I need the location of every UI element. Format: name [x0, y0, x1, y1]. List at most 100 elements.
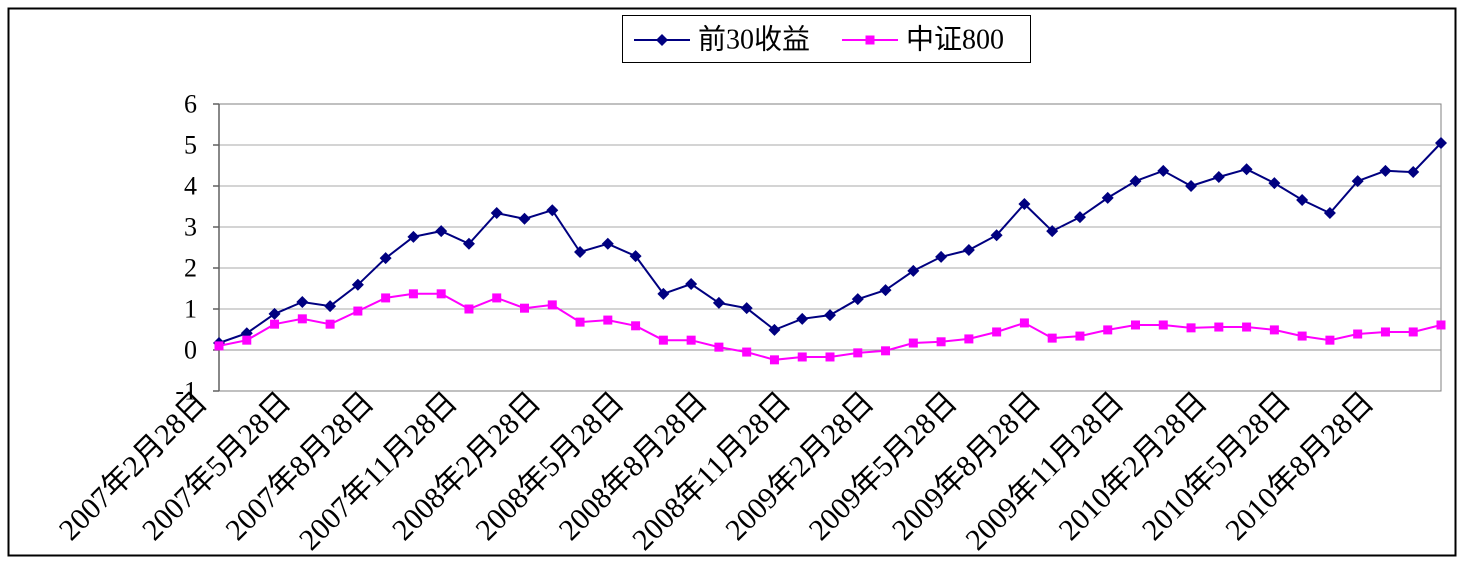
data-point-square: [1325, 335, 1335, 345]
data-point-diamond: [1129, 175, 1142, 188]
data-point-square: [1158, 320, 1168, 330]
legend-label-series-1: 前30收益: [698, 24, 810, 56]
y-tick-label: 2: [184, 254, 197, 283]
data-point-square: [1353, 329, 1363, 339]
series-2: [214, 289, 1446, 365]
data-point-square: [908, 338, 918, 348]
data-point-diamond: [462, 237, 475, 250]
data-point-square: [575, 317, 585, 327]
data-point-diamond: [1073, 211, 1086, 224]
plot-area: [218, 103, 1442, 392]
data-point-diamond: [685, 277, 698, 290]
legend-marker-square: [865, 35, 875, 45]
data-point-diamond: [1379, 164, 1392, 177]
data-point-diamond: [824, 309, 836, 322]
data-point-diamond: [601, 237, 614, 250]
data-point-diamond: [1240, 163, 1253, 176]
data-point-square: [214, 341, 224, 351]
data-point-diamond: [990, 229, 1003, 242]
data-point-diamond: [851, 293, 864, 306]
data-point-square: [464, 304, 474, 314]
data-point-square: [1075, 331, 1085, 341]
data-point-square: [1186, 323, 1196, 333]
data-point-diamond: [1407, 166, 1420, 179]
legend-marker-diamond: [656, 34, 668, 46]
data-point-diamond: [1046, 225, 1059, 238]
data-point-square: [1214, 322, 1224, 332]
y-tick-labels: -1 0 1 2 3 4 5 6: [175, 90, 197, 406]
data-point-diamond: [1212, 170, 1225, 183]
y-tick-label: 3: [184, 213, 197, 242]
data-point-square: [1131, 320, 1140, 330]
y-tick-label: 0: [184, 336, 197, 365]
data-point-diamond: [962, 243, 975, 256]
y-tick-label: 1: [184, 295, 197, 324]
y-tick-label: -1: [175, 377, 197, 406]
y-tick-label: 4: [184, 172, 197, 201]
data-point-square: [270, 319, 280, 329]
y-tick-label: 5: [184, 131, 197, 160]
data-point-square: [964, 334, 974, 344]
data-point-square: [658, 335, 668, 345]
legend: 前30收益 中证800: [622, 15, 1031, 63]
data-point-square: [686, 335, 696, 345]
data-point-square: [936, 337, 946, 347]
data-point-diamond: [1157, 164, 1170, 177]
data-point-diamond: [740, 302, 753, 315]
series-1: [213, 136, 1447, 350]
data-point-square: [1047, 333, 1057, 343]
data-point-square: [547, 300, 557, 310]
data-point-diamond: [1296, 193, 1309, 206]
data-point-diamond: [268, 307, 281, 320]
legend-label-series-2: 中证800: [906, 24, 1004, 56]
data-point-diamond: [907, 264, 920, 277]
data-point-square: [603, 315, 613, 325]
data-point-square: [1408, 327, 1418, 337]
data-point-diamond: [712, 296, 725, 309]
data-point-square: [742, 347, 752, 357]
data-point-square: [769, 355, 779, 365]
data-point-square: [992, 327, 1002, 337]
data-point-square: [1103, 325, 1113, 335]
data-point-diamond: [351, 278, 364, 291]
data-point-square: [353, 306, 363, 316]
data-point-square: [853, 348, 863, 358]
data-point-diamond: [1018, 198, 1031, 211]
data-point-square: [381, 293, 391, 303]
data-point-diamond: [296, 296, 309, 309]
data-point-diamond: [1268, 177, 1281, 190]
y-tick-label: 6: [184, 90, 197, 119]
data-point-square: [881, 346, 891, 356]
data-point-square: [825, 352, 835, 362]
data-point-diamond: [379, 252, 392, 265]
data-point-square: [325, 319, 335, 329]
data-point-diamond: [574, 246, 587, 259]
data-point-diamond: [546, 204, 559, 217]
legend-box: [622, 15, 1031, 63]
data-point-diamond: [324, 300, 337, 313]
data-point-square: [1242, 322, 1252, 332]
data-point-diamond: [796, 312, 809, 325]
data-point-diamond: [518, 212, 531, 225]
data-point-square: [1297, 331, 1307, 341]
data-point-square: [520, 303, 529, 313]
data-point-square: [1269, 325, 1279, 335]
data-point-square: [408, 289, 418, 299]
data-point-square: [242, 335, 252, 345]
data-point-square: [436, 289, 446, 299]
data-point-diamond: [1323, 207, 1336, 220]
data-point-diamond: [657, 287, 670, 300]
data-point-square: [714, 342, 724, 352]
data-point-diamond: [1351, 175, 1364, 188]
data-point-square: [631, 321, 641, 331]
series-group: [213, 136, 1447, 365]
data-point-diamond: [490, 207, 503, 220]
data-point-diamond: [1101, 191, 1114, 204]
data-point-square: [797, 352, 807, 362]
data-point-diamond: [879, 284, 892, 297]
gridlines: [213, 103, 1441, 392]
data-point-diamond: [935, 250, 948, 263]
data-point-square: [1436, 320, 1446, 330]
